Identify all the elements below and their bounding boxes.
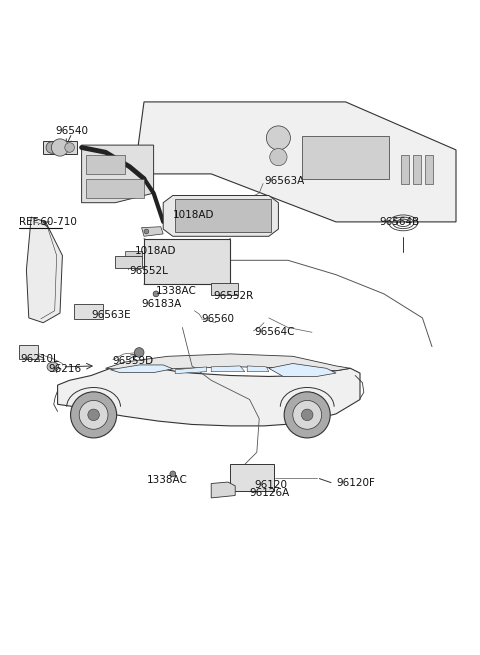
Text: 96564C: 96564C: [254, 328, 295, 337]
Bar: [86, 155, 125, 174]
Ellipse shape: [65, 143, 74, 153]
Polygon shape: [211, 366, 245, 371]
Bar: [401, 155, 409, 183]
Text: 96126A: 96126A: [250, 488, 290, 498]
Bar: [175, 199, 271, 231]
Text: 96120: 96120: [254, 480, 288, 490]
Text: 96563E: 96563E: [91, 310, 131, 320]
Ellipse shape: [170, 471, 176, 477]
Ellipse shape: [51, 139, 69, 156]
Text: 1338AC: 1338AC: [156, 286, 197, 297]
Bar: [302, 136, 389, 179]
Text: 1018AD: 1018AD: [134, 246, 176, 255]
Polygon shape: [106, 354, 350, 371]
Bar: [144, 238, 230, 284]
Ellipse shape: [293, 400, 322, 429]
Text: 96183A: 96183A: [142, 299, 182, 309]
Bar: [115, 257, 142, 269]
Polygon shape: [163, 195, 278, 236]
Bar: [413, 155, 421, 183]
Polygon shape: [58, 366, 360, 426]
Text: 96120F: 96120F: [336, 479, 375, 489]
Ellipse shape: [144, 229, 149, 234]
Polygon shape: [26, 217, 62, 323]
Bar: [86, 179, 144, 198]
Polygon shape: [142, 227, 163, 236]
Text: 96564B: 96564B: [379, 217, 420, 227]
Polygon shape: [82, 145, 154, 202]
Text: 96210L: 96210L: [20, 354, 59, 364]
Ellipse shape: [134, 348, 144, 357]
Bar: [425, 155, 433, 183]
Bar: [230, 464, 274, 491]
Text: 96563A: 96563A: [264, 176, 304, 186]
Polygon shape: [134, 102, 456, 222]
Ellipse shape: [46, 141, 58, 153]
Polygon shape: [110, 365, 173, 373]
Bar: [211, 283, 238, 295]
Ellipse shape: [153, 291, 159, 297]
Polygon shape: [125, 251, 142, 258]
Ellipse shape: [88, 409, 99, 421]
Polygon shape: [247, 366, 269, 371]
Ellipse shape: [71, 392, 117, 438]
Text: 96552R: 96552R: [214, 291, 254, 301]
Ellipse shape: [266, 126, 290, 150]
Bar: [19, 345, 38, 359]
Polygon shape: [43, 141, 77, 154]
Text: 96559D: 96559D: [113, 356, 154, 366]
Text: 96540: 96540: [55, 126, 88, 136]
Ellipse shape: [301, 409, 313, 421]
Ellipse shape: [47, 362, 59, 371]
Polygon shape: [269, 364, 336, 377]
Polygon shape: [211, 482, 235, 498]
Text: 1338AC: 1338AC: [146, 475, 187, 485]
Ellipse shape: [79, 400, 108, 429]
Bar: [74, 305, 103, 319]
Ellipse shape: [270, 149, 287, 166]
Text: 96552L: 96552L: [130, 266, 168, 276]
Text: 1018AD: 1018AD: [173, 210, 214, 219]
Text: REF.60-710: REF.60-710: [19, 217, 77, 227]
Polygon shape: [175, 367, 206, 373]
Ellipse shape: [284, 392, 330, 438]
Text: 96560: 96560: [202, 314, 235, 324]
Text: 96216: 96216: [48, 364, 81, 374]
